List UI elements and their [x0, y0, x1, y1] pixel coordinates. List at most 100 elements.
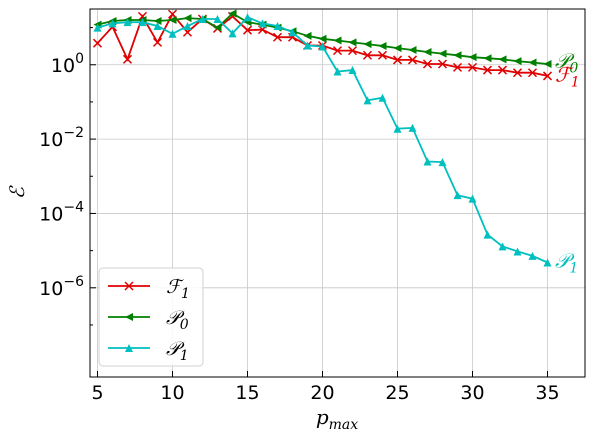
data-point — [378, 93, 387, 102]
data-point — [438, 49, 447, 58]
grid — [90, 9, 585, 377]
data-point — [92, 38, 103, 48]
data-point — [528, 58, 537, 67]
data-point — [333, 36, 342, 45]
data-point — [377, 50, 388, 60]
data-point — [153, 22, 162, 31]
data-point — [483, 230, 492, 239]
series-P_1 — [93, 13, 552, 267]
data-point — [513, 57, 522, 66]
data-point — [303, 31, 312, 40]
data-point — [452, 62, 463, 72]
data-point — [437, 59, 448, 69]
data-point — [543, 258, 552, 267]
data-point — [527, 68, 538, 78]
data-point — [498, 55, 507, 64]
series-layer — [92, 9, 553, 267]
data-point — [408, 123, 417, 132]
data-point — [123, 18, 132, 27]
data-point — [303, 41, 312, 50]
data-point — [363, 96, 372, 105]
data-point — [213, 23, 222, 32]
data-point — [93, 23, 102, 32]
data-point — [453, 51, 462, 60]
data-point — [453, 191, 462, 200]
data-point — [513, 247, 522, 256]
data-point — [482, 65, 493, 75]
x-tick-label: 30 — [460, 382, 484, 404]
data-point — [348, 38, 357, 47]
x-tick-label: 20 — [310, 382, 334, 404]
data-point — [333, 67, 342, 76]
end-label-F_1: ℱ1 — [555, 62, 580, 90]
legend-marker — [125, 313, 133, 321]
data-point — [483, 54, 492, 63]
data-point — [272, 32, 283, 42]
data-point — [242, 25, 253, 35]
data-point — [423, 157, 432, 166]
y-tick-label: 10−4 — [39, 199, 84, 225]
data-point — [467, 62, 478, 72]
data-point — [168, 15, 177, 24]
data-point — [422, 59, 433, 69]
data-point — [468, 53, 477, 62]
data-point — [198, 15, 207, 24]
data-point — [108, 19, 117, 28]
data-point — [318, 34, 327, 43]
data-point — [408, 45, 417, 54]
x-tick-label: 5 — [91, 382, 103, 404]
y-axis-label: ℰ — [5, 185, 29, 199]
data-point — [438, 158, 447, 167]
legend-marker — [124, 281, 134, 291]
x-tick-label: 25 — [385, 382, 409, 404]
data-point — [213, 15, 222, 24]
data-point — [512, 68, 523, 78]
x-axis-label: pmax — [316, 405, 358, 433]
data-point — [392, 55, 403, 65]
axis-ticks: 5 10 15 20 25 30 35 100 10−2 10−4 10−6 — [39, 27, 560, 404]
data-point — [153, 17, 162, 26]
y-tick-label: 10−2 — [39, 125, 84, 151]
legend-label: ℱ1 — [166, 276, 190, 302]
data-point — [468, 194, 477, 203]
data-point — [542, 71, 553, 81]
data-point — [273, 22, 282, 31]
data-point — [528, 251, 537, 260]
x-tick-label: 10 — [160, 382, 184, 404]
y-tick-label: 10−6 — [39, 274, 84, 300]
data-point — [498, 242, 507, 251]
data-point — [332, 46, 343, 56]
legend-marker — [125, 344, 133, 352]
data-point — [362, 50, 373, 60]
data-point — [393, 44, 402, 53]
data-point — [183, 22, 192, 31]
x-tick-label: 35 — [535, 382, 559, 404]
x-tick-label: 15 — [235, 382, 259, 404]
plot-frame — [89, 8, 586, 378]
data-point — [122, 54, 133, 64]
data-point — [543, 59, 552, 68]
data-point — [393, 124, 402, 133]
data-point — [407, 55, 418, 65]
data-point — [243, 13, 252, 22]
legend-box — [98, 267, 204, 367]
data-point — [228, 29, 237, 38]
data-point — [363, 40, 372, 49]
data-point — [258, 19, 267, 28]
legend-entry: ℱ1 — [108, 276, 190, 302]
data-point — [168, 29, 177, 38]
data-point — [347, 46, 358, 56]
y-tick-label: 100 — [51, 51, 84, 77]
data-point — [138, 18, 147, 27]
data-point — [348, 66, 357, 75]
data-point — [228, 9, 237, 18]
data-point — [152, 37, 163, 47]
data-point — [423, 48, 432, 57]
data-point — [318, 42, 327, 51]
data-point — [183, 14, 192, 23]
data-point — [497, 65, 508, 75]
data-point — [378, 41, 387, 50]
data-point — [288, 28, 297, 37]
